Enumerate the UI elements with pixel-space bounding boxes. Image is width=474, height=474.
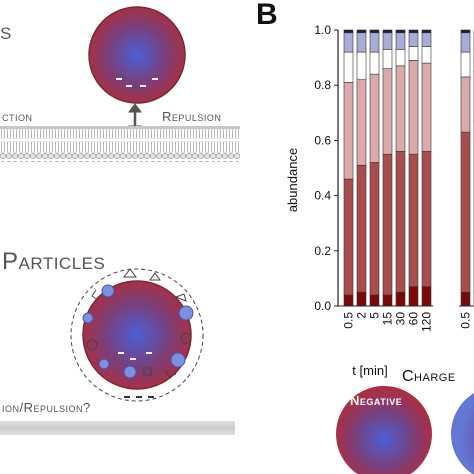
y-tick-label: 0.6 [314,133,331,147]
y-tick-label: 0.4 [314,189,331,203]
positive-charge-sphere [451,393,474,474]
bar-segment [356,29,367,34]
bar-segment [408,46,419,61]
bar-segment [395,29,406,34]
bar-segment [421,62,432,152]
x-tick-label: 2 [472,312,474,319]
bar-segment [395,32,406,50]
bar-segment [382,294,393,307]
bar-segment [460,51,471,78]
bar-segment [421,46,432,64]
bar-segment [395,151,406,293]
x-tick-label: 120 [420,312,434,332]
bar-segment [421,29,432,34]
bar-segment [421,32,432,47]
bar-segment [408,286,419,307]
charge-title: Charge [402,368,456,385]
bar-segment [460,32,471,53]
bar-segment [395,291,406,307]
bar-segment [408,153,419,287]
negative-charge-sphere [336,386,432,474]
bar-segment [408,60,419,155]
y-tick-label: 1.0 [314,23,331,37]
bar-segment [460,76,471,133]
bar-segment [356,51,367,80]
bar-segment [382,29,393,34]
bar-segment [369,51,380,75]
bar-segment [421,151,432,287]
charge-legend [336,386,474,474]
lipid-membrane-top [0,128,240,162]
x-tick-label: 5 [368,312,382,319]
y-tick-label: 0.8 [314,78,331,92]
bar-segment [460,131,471,293]
bar-segment [369,294,380,307]
x-tick-label: 15 [381,312,395,326]
bar-segment [460,29,471,34]
bar-segment [395,49,406,67]
negative-label: Negative [350,393,403,408]
x-tick-label: 0.5 [459,312,473,329]
x-tick-label: 60 [407,312,421,326]
bar-segment [382,32,393,50]
label-attraction: ction [2,109,33,124]
bar-segment [382,153,393,296]
x-tick-label: 2 [355,312,369,319]
bar-segment [343,32,354,53]
y-tick-label: 0.0 [314,299,331,313]
hazy-membrane-bottom [0,421,235,435]
panel-b-letter: B [256,0,278,31]
y-axis-label: abundance [285,148,300,212]
x-tick-label: 0.5 [342,312,356,329]
bar-segment [356,291,367,307]
bar-segment [343,51,354,83]
bar-segment [421,286,432,307]
bar-segment [369,73,380,163]
bar-segment [343,29,354,34]
decorated-particle [82,280,192,390]
negative-particle-top [88,6,186,104]
bar-segment [369,29,380,34]
bar-segment [408,29,419,34]
bar-segment [356,164,367,293]
label-repulsion: Repulsion [162,109,222,124]
panel-a-title-top: s [0,18,12,45]
bar-segment [356,79,367,166]
bar-segment [382,68,393,155]
bar-segment [382,49,393,69]
bar-segment [343,82,354,180]
label-attraction-repulsion: ion/Repulsion? [2,400,91,415]
bar-segment [356,32,367,53]
bar-segment [460,291,471,307]
y-tick-label: 0.2 [314,244,331,258]
panel-a-title-bottom: Particles [2,248,106,275]
bar-segment [369,162,380,296]
bar-segment [408,32,419,47]
x-tick-label: 30 [394,312,408,326]
bar-segment [395,65,406,152]
bar-segment [343,294,354,307]
bar-segment [343,178,354,296]
panel-a-illustration [0,6,240,435]
bar-segment [369,32,380,53]
x-axis-label: t [min] [352,363,387,378]
